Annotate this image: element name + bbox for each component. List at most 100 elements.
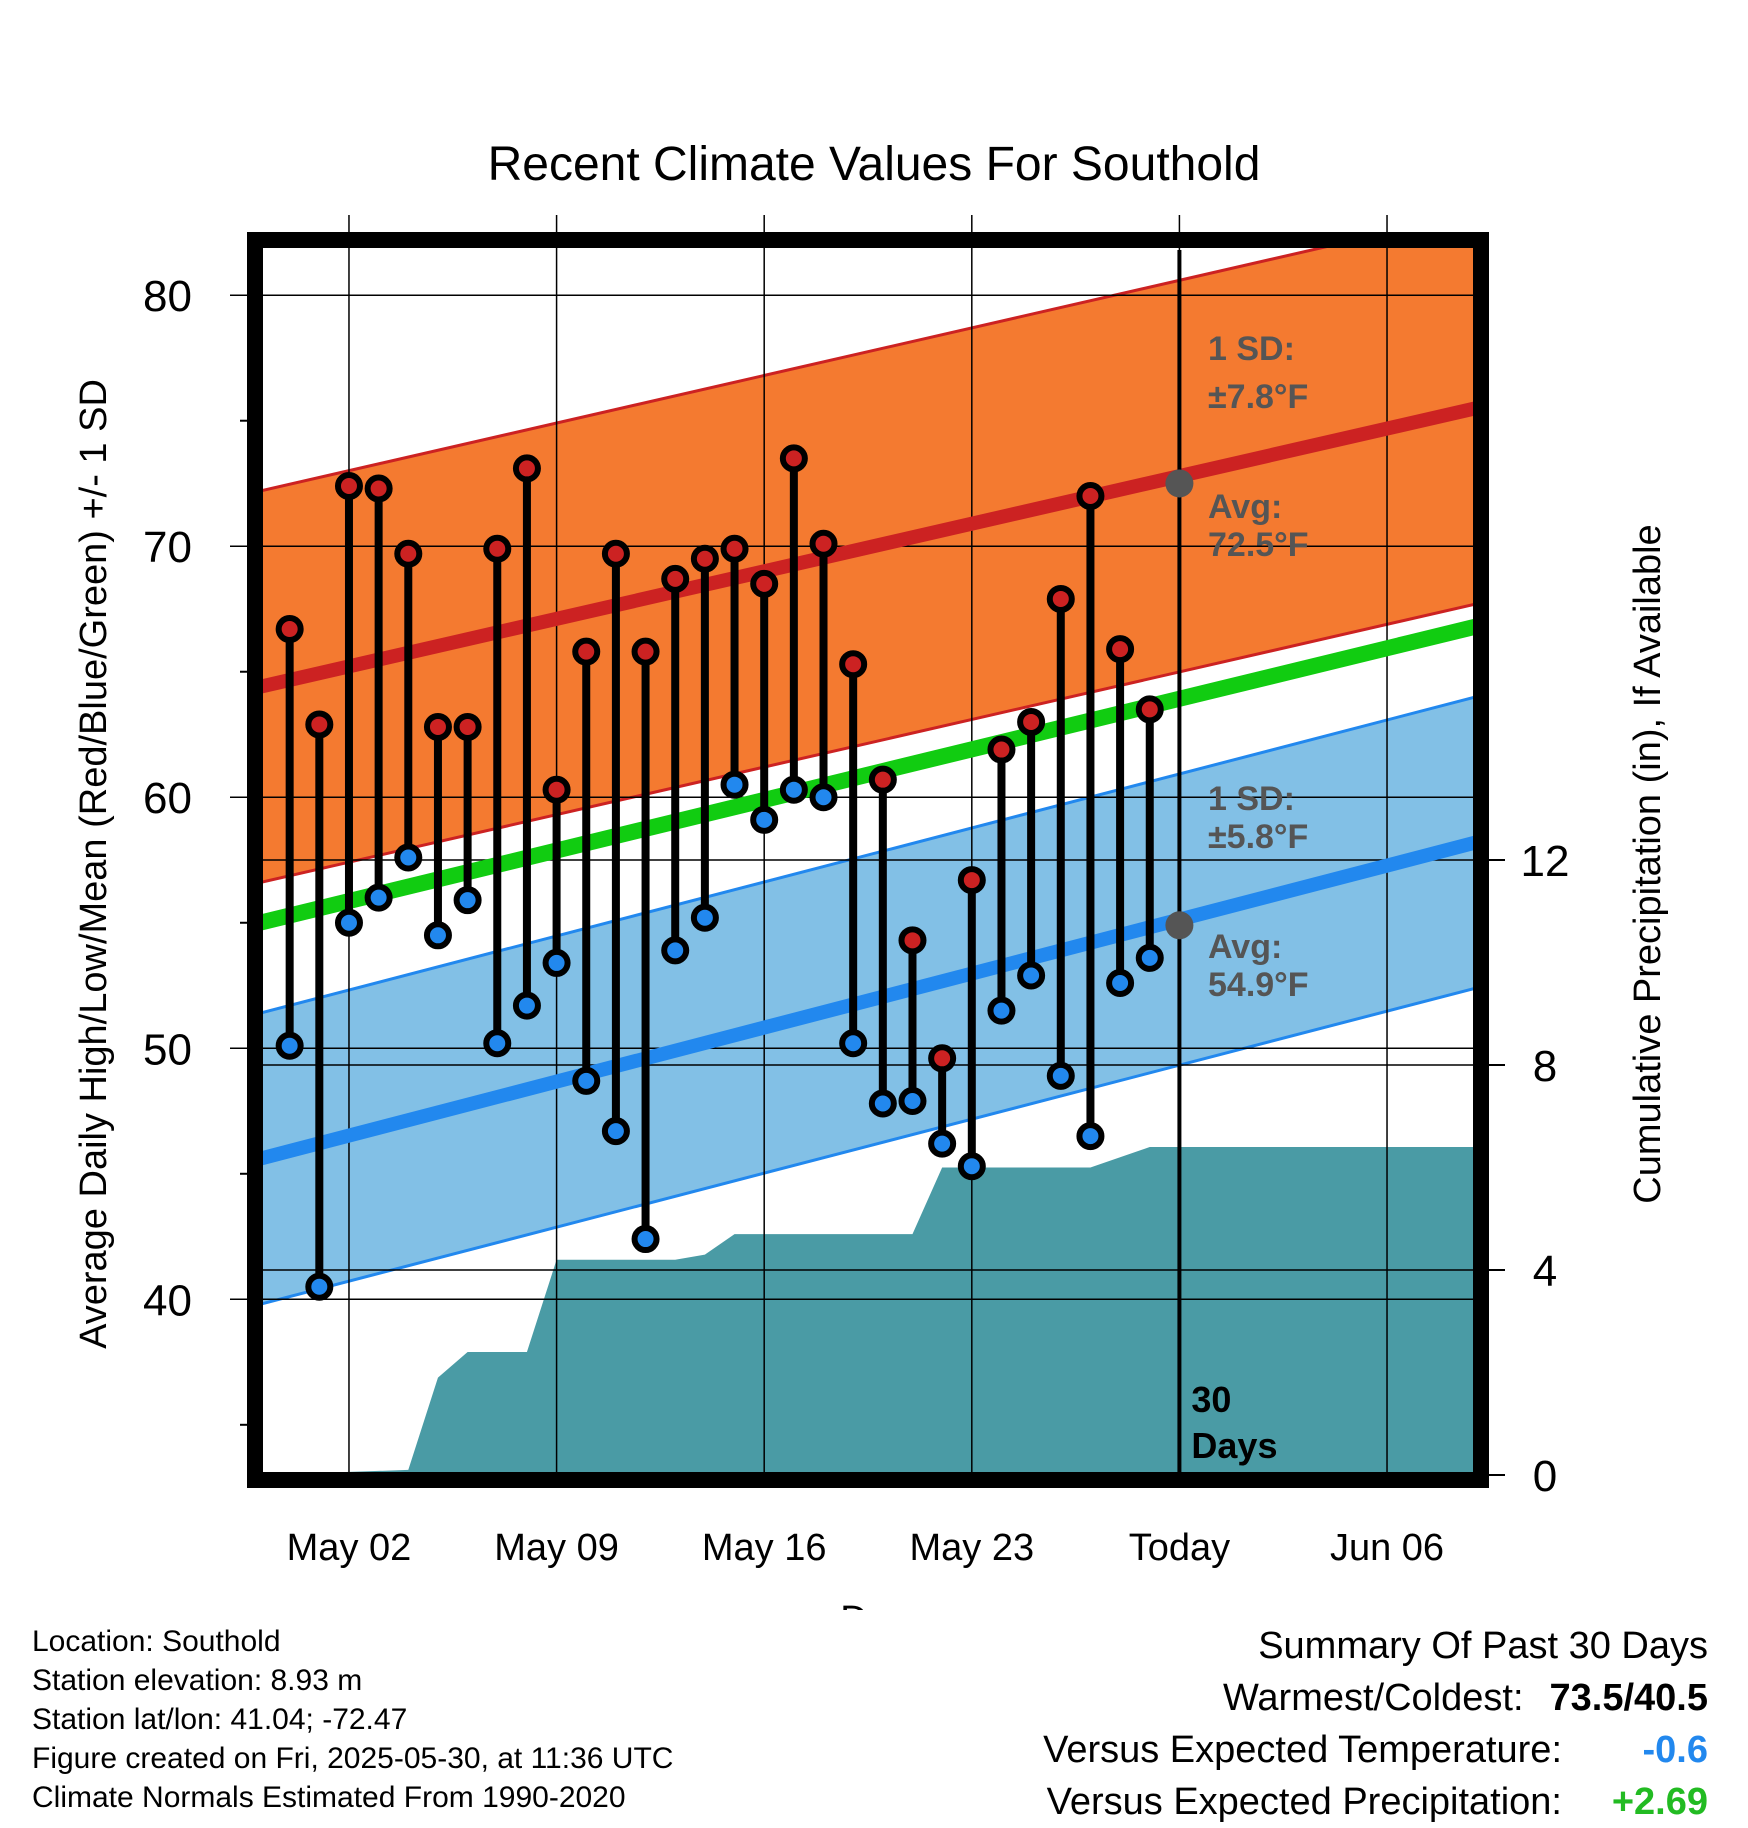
station-info: Location: Southold Station elevation: 8.…	[32, 1622, 673, 1817]
annotation-line2: 72.5°F	[1208, 526, 1309, 564]
high-point	[987, 735, 1016, 764]
today-avg-low-dot	[1165, 911, 1194, 940]
precip-label: Versus Expected Precipitation:	[1046, 1781, 1562, 1823]
high-point	[1106, 635, 1135, 664]
info-created: Figure created on Fri, 2025-05-30, at 11…	[32, 1742, 674, 1775]
annotation-line2: ±7.8°F	[1208, 378, 1308, 416]
x-tick-label: May 09	[494, 1527, 619, 1569]
warm-cold-value: 73.5/40.5	[1549, 1677, 1708, 1719]
today-avg-high-dot	[1165, 469, 1194, 498]
high-point	[809, 529, 838, 558]
high-point	[1135, 695, 1164, 724]
low-point	[1106, 969, 1135, 997]
low-point	[483, 1029, 512, 1058]
info-elevation: Station elevation: 8.93 m	[32, 1664, 363, 1697]
temp-label: Versus Expected Temperature:	[1043, 1729, 1562, 1771]
today-days-label: Days	[1191, 1425, 1277, 1466]
low-point	[364, 883, 393, 912]
high-point	[1046, 584, 1075, 613]
info-location: Location: Southold	[32, 1625, 281, 1658]
high-point	[779, 444, 808, 473]
low-point	[839, 1029, 868, 1058]
low-point	[868, 1089, 897, 1118]
high-lower-sd-line	[260, 602, 1476, 885]
annotation-line1: Avg:	[1208, 928, 1282, 966]
high-point	[305, 710, 334, 739]
summary-precip: Versus Expected Precipitation: +2.69	[1043, 1776, 1708, 1828]
low-point	[542, 948, 571, 977]
high-point	[423, 712, 452, 741]
precip-area	[260, 1147, 1476, 1475]
high-point	[720, 534, 749, 563]
high-point	[601, 539, 630, 568]
low-point	[987, 996, 1016, 1025]
low-point	[809, 783, 838, 812]
low-point	[334, 908, 363, 937]
normal-mean-line	[260, 618, 1476, 931]
high-point	[275, 615, 304, 644]
x-tick-label: May 16	[702, 1527, 827, 1569]
normal-lines	[260, 401, 1476, 1166]
high-point	[898, 926, 927, 955]
low-lower-sd-line	[260, 986, 1476, 1306]
low-point	[423, 921, 452, 950]
low-point	[512, 991, 541, 1020]
high-point	[364, 474, 393, 503]
high-point	[750, 569, 779, 598]
low-point	[898, 1086, 927, 1115]
warm-cold-label: Warmest/Coldest:	[1222, 1677, 1524, 1719]
low-point	[394, 843, 423, 872]
y-tick-label: 50	[143, 1025, 192, 1074]
high-point	[453, 712, 482, 741]
high-point	[1076, 482, 1105, 511]
high-point	[631, 637, 660, 666]
high-point	[512, 454, 541, 483]
normal-high-line	[260, 401, 1476, 694]
low-point	[1017, 961, 1046, 990]
y2-tick-label: 12	[1521, 837, 1570, 886]
y2-tick-label: 4	[1533, 1247, 1557, 1296]
low-point	[631, 1225, 660, 1254]
y2-axis-label: Cumulative Precipitation (in), If Availa…	[1627, 524, 1669, 1203]
y-axis-label: Average Daily High/Low/Mean (Red/Blue/Gr…	[73, 379, 115, 1349]
climate-chart: 40 50 60 70 80 0 4 8 12 May 02 May 09 May 16 May 23 T…	[73, 138, 1669, 1610]
today-days-label: 30	[1191, 1379, 1231, 1420]
high-point	[928, 1044, 957, 1073]
low-point	[275, 1031, 304, 1060]
low-point	[750, 805, 779, 834]
summary-temp: Versus Expected Temperature: -0.6	[1043, 1724, 1708, 1776]
x-tick-label: Today	[1129, 1527, 1230, 1569]
x-tick-label: May 02	[287, 1527, 412, 1569]
low-point	[928, 1129, 957, 1158]
y-tick-label: 70	[143, 523, 192, 572]
low-point	[1135, 943, 1164, 972]
annotation-line1: 1 SD:	[1208, 780, 1295, 818]
temp-value: -0.6	[1642, 1729, 1708, 1771]
low-point	[1046, 1061, 1075, 1090]
low-point	[1076, 1122, 1105, 1151]
annotation-line1: Avg:	[1208, 488, 1282, 526]
low-point	[690, 903, 719, 932]
high-point	[868, 765, 897, 794]
low-point	[779, 775, 808, 804]
high-point	[483, 534, 512, 563]
high-point	[839, 650, 868, 679]
y-tick-label: 40	[143, 1276, 192, 1325]
y-tick-label: 80	[143, 272, 192, 321]
y2-tick-label: 0	[1533, 1452, 1557, 1501]
high-point	[661, 564, 690, 593]
high-point	[690, 544, 719, 573]
precip-value: +2.69	[1611, 1781, 1708, 1823]
y2-tick-label: 8	[1533, 1042, 1557, 1091]
annotation-line1: 1 SD:	[1208, 330, 1295, 368]
low-point	[453, 886, 482, 915]
annotation-line2: 54.9°F	[1208, 966, 1309, 1004]
info-normals: Climate Normals Estimated From 1990-2020	[32, 1781, 626, 1814]
x-tick-label: May 23	[909, 1527, 1034, 1569]
low-upper-sd-line	[260, 695, 1476, 1015]
high-upper-sd-line	[260, 245, 1341, 493]
today-line	[1165, 250, 1194, 1475]
y-tick-label: 60	[143, 774, 192, 823]
normal-low-line	[260, 835, 1476, 1166]
